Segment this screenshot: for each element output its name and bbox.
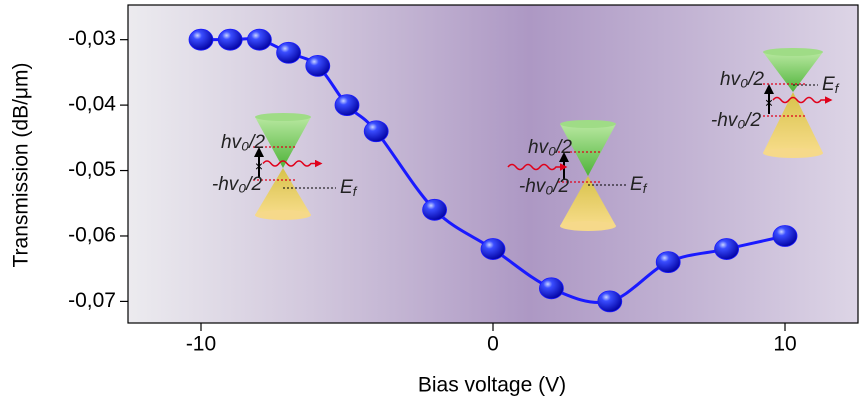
lower-cone <box>560 176 616 226</box>
data-point <box>246 28 272 51</box>
data-point <box>480 238 506 260</box>
fermi-symbol: E <box>630 174 643 195</box>
inset-lower-label: -hv₀/2 <box>212 174 263 195</box>
upper-cone <box>763 52 823 92</box>
lower-cone-rim <box>255 210 311 220</box>
x-tick-label: 10 <box>773 333 796 356</box>
y-axis-title: Transmission (dB/μm) <box>10 62 33 267</box>
fermi-label: Ef <box>822 74 840 96</box>
inset-lower-label: -hv₀/2 <box>711 110 762 131</box>
inset-upper-label: hv₀/2 <box>720 69 764 90</box>
fermi-symbol: E <box>822 74 835 95</box>
upper-cone <box>255 117 311 168</box>
inset-upper-label: hv₀/2 <box>221 132 265 153</box>
upper-cone-rim <box>763 48 823 56</box>
plot-background <box>128 5 858 323</box>
fermi-subscript: f <box>643 181 648 196</box>
blocked-mark: × <box>255 158 263 174</box>
lower-cone-rim <box>763 148 823 158</box>
fermi-symbol: E <box>340 177 353 198</box>
data-point <box>188 28 214 51</box>
data-point <box>334 94 360 117</box>
photon <box>772 96 833 104</box>
data-point <box>422 198 448 221</box>
fermi-label: Ef <box>630 174 648 196</box>
data-point <box>539 277 564 300</box>
data-point <box>305 54 331 77</box>
upper-cone <box>560 124 616 176</box>
y-tick-label: -0,07 <box>68 289 116 312</box>
lower-cone <box>255 168 311 215</box>
y-tick-label: -0,05 <box>68 158 116 181</box>
fermi-subscript: f <box>353 184 358 199</box>
fermi-label: Ef <box>340 177 358 199</box>
x-tick-label: -10 <box>186 333 216 356</box>
blocked-mark: × <box>765 95 773 111</box>
x-axis-title: Bias voltage (V) <box>418 374 566 397</box>
y-tick-label: -0,04 <box>68 93 116 116</box>
upper-cone-rim <box>560 120 616 128</box>
photon <box>507 163 568 171</box>
y-tick-label: -0,03 <box>68 27 116 50</box>
data-point <box>772 225 798 247</box>
y-tick-label: -0,06 <box>68 224 116 247</box>
lower-cone <box>763 92 823 153</box>
data-point <box>655 251 681 274</box>
data-point <box>363 120 389 143</box>
inset-lower-label: -hv₀/2 <box>519 176 570 197</box>
fermi-subscript: f <box>835 81 840 96</box>
data-point <box>597 290 623 313</box>
x-tick-label: 0 <box>487 333 499 356</box>
inset-upper-label: hv₀/2 <box>528 137 572 158</box>
photon <box>262 159 323 168</box>
data-point <box>217 28 243 51</box>
lower-cone-rim <box>560 221 616 231</box>
data-point <box>276 41 302 64</box>
data-point <box>714 238 739 260</box>
upper-cone-rim <box>255 113 311 121</box>
